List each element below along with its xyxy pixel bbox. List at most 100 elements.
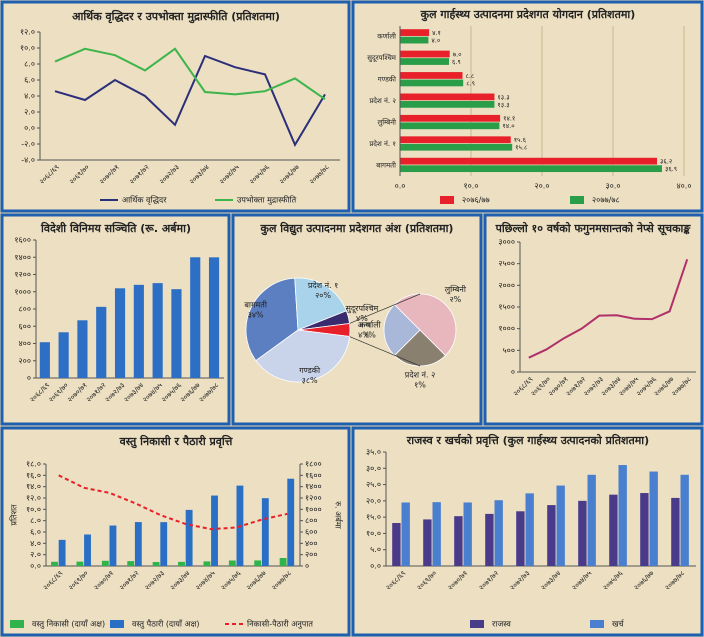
bar — [84, 534, 91, 566]
x-tick-label: २०.० — [534, 182, 549, 191]
y-tick-label: १४०० — [14, 253, 31, 262]
legend-label: राजस्व — [492, 620, 511, 629]
value-label: १३.३ — [497, 93, 509, 101]
slice-label: प्रदेश नं. २ — [405, 370, 435, 380]
bar — [101, 560, 109, 566]
slice-label: सुदूरपश्चिम — [346, 303, 379, 314]
bar — [134, 522, 142, 566]
y-tick-label: ५.० — [370, 545, 381, 554]
legend-label: आर्थिक वृद्धिदर — [122, 195, 167, 206]
y-tick-label: १५०० — [498, 303, 515, 312]
x-tick-label: ०.० — [395, 182, 406, 191]
y-tick-label: ८.० — [30, 516, 41, 525]
bar — [203, 561, 211, 566]
legend-swatch — [590, 620, 604, 628]
bar — [525, 493, 534, 566]
y-tick-label: २५०० — [498, 259, 515, 268]
bar — [400, 157, 658, 165]
panel — [0, 0, 351, 213]
y-tick-label: ० — [27, 374, 31, 383]
bar — [58, 332, 69, 378]
y-tick-label: १८०० — [305, 460, 322, 469]
y-tick-label: ०.० — [370, 562, 381, 571]
bar — [39, 342, 50, 378]
slice-value: ४% — [358, 331, 370, 340]
legend-label: २०७६/७७ — [462, 196, 490, 205]
chart-title: कुल गार्हस्थ्य उत्पादनमा प्रदेशगत योगदान… — [420, 7, 636, 22]
legend-label: खर्च — [612, 619, 625, 629]
y-tick-label: २.० — [24, 108, 35, 117]
slice-label: गण्डकी — [299, 365, 321, 375]
y-tick-label: -४.० — [21, 156, 35, 165]
y-tick-label: १००० — [305, 505, 322, 514]
chart-title: वस्तु निकासी र पैठारी प्रवृत्ति — [119, 434, 233, 449]
bar — [671, 497, 680, 566]
y-tick-label: २०० — [305, 550, 317, 559]
bar — [400, 79, 464, 87]
x-tick-label: ४०.० — [676, 182, 691, 191]
slice-label: प्रदेश नं. १ — [308, 280, 338, 290]
value-label: ४.१ — [432, 29, 441, 37]
value-label: १५.६ — [514, 136, 527, 144]
pie-slice — [393, 329, 447, 367]
y-tick-label: कर्णाली — [377, 32, 396, 41]
y-tick-label: २०० — [19, 356, 31, 365]
chart-title: पछिल्लो १० वर्षको फगुनमसान्तको नेप्से सू… — [495, 221, 692, 236]
y-tick-label: ६.० — [30, 528, 41, 537]
value-label: ८.९ — [466, 79, 475, 87]
y-tick-label: ० — [511, 368, 515, 377]
slice-value: २०% — [315, 291, 331, 300]
value-label: १४.० — [502, 122, 514, 130]
bar — [400, 136, 511, 144]
bar — [400, 72, 463, 79]
bar — [618, 465, 627, 566]
bar — [494, 500, 503, 566]
value-label: ७.० — [453, 50, 462, 58]
bar — [77, 320, 88, 378]
legend-label: उपभोक्ता मुद्रास्फीति — [237, 195, 297, 206]
bar — [400, 165, 662, 173]
bar — [58, 539, 66, 566]
y-tick-label: ८.० — [24, 60, 35, 69]
value-label: ३६.२ — [660, 158, 672, 166]
bar — [578, 500, 587, 566]
bar — [160, 522, 168, 566]
legend-swatch — [570, 196, 584, 204]
y-tick-label: २०.० — [366, 496, 381, 505]
y-tick-label: ४.० — [24, 92, 35, 101]
pie-slice — [383, 303, 421, 357]
slice-label: बागमती — [244, 300, 267, 310]
y-tick-label: २००० — [498, 281, 515, 290]
y-tick-label: सुदूरपश्चिम — [367, 53, 397, 63]
legend-swatch — [10, 620, 24, 628]
value-label: ६.९ — [452, 58, 461, 66]
y-tick-label: १६.० — [26, 471, 41, 480]
legend-swatch — [440, 196, 454, 204]
slice-value: २% — [449, 295, 461, 304]
y-tick-label: ३५.० — [366, 448, 381, 457]
bar — [463, 502, 472, 566]
value-label: १४.१ — [503, 115, 515, 123]
legend-swatch — [110, 620, 124, 628]
value-label: १५.८ — [515, 144, 528, 152]
bar — [609, 494, 618, 566]
y-tick-label: १४.० — [26, 482, 41, 491]
connector — [349, 293, 421, 324]
y-tick-label: ०.० — [24, 124, 35, 133]
value-label: १३.३ — [497, 101, 509, 109]
slice-value: ३४% — [248, 311, 264, 320]
bar — [423, 519, 432, 566]
legend-label: २०७७/७८ — [592, 196, 620, 205]
y-tick-label: ६०० — [19, 322, 31, 331]
y-tick-label: गण्डकी — [378, 75, 396, 84]
bar — [228, 560, 236, 566]
bar — [649, 471, 658, 566]
bar — [400, 101, 495, 108]
chart-title: राजस्व र खर्चको प्रवृत्ति (कुल गार्हस्थ्… — [406, 433, 649, 448]
y-tick-label: प्रदेश नं. २ — [369, 96, 396, 105]
line — [528, 259, 689, 359]
bar — [400, 114, 501, 122]
slice-value: १% — [414, 381, 426, 390]
y-tick-label: ४.० — [30, 539, 41, 548]
